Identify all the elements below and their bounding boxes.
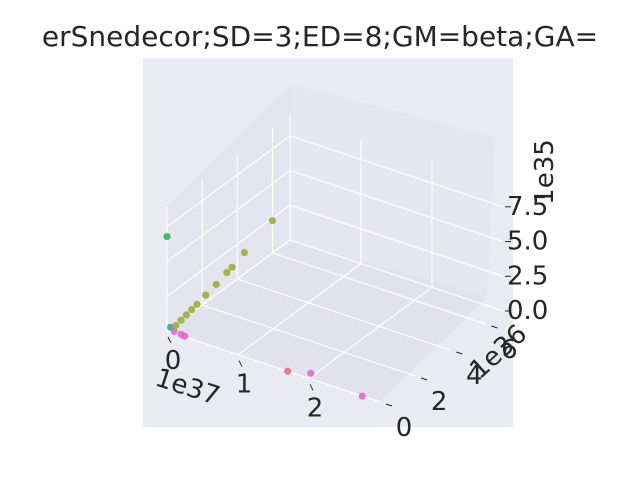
grid-line-z-left-wall [166,170,291,263]
scatter-point [202,291,210,299]
z-tick-label: 2.5 [507,261,548,291]
grid-lines [166,115,504,403]
grid-line-y-floor [272,252,486,325]
scatter-point [223,268,231,277]
grid-line-x-floor [237,263,362,356]
grid-line-y-floor [237,278,451,351]
grid-line-z-right-wall [289,204,504,277]
data-points [163,217,366,400]
z-axis-offset-label: 1e35 [530,139,560,205]
scatter-point [358,392,366,400]
grid-line-z-right-wall [289,239,504,312]
grid-line-x-floor [308,286,433,379]
x-tick-mark [167,336,172,344]
y-tick-label: 6 [501,335,518,365]
scatter-point [284,367,292,375]
z-tick-label: 5.0 [507,227,548,257]
scatter-point [172,321,180,330]
x-tick-label: 0 [165,346,182,376]
scatter-point [177,316,185,324]
grid-line-z-right-wall [289,135,504,208]
x-axis-ticks: 0 1 2 [165,336,324,423]
y-tick-label: 0 [396,413,413,443]
scatter-point [240,248,248,257]
z-tick-label: 7.5 [507,192,548,222]
pane-bottom [167,240,487,402]
scatter-point [170,327,178,335]
scatter-point [193,300,201,308]
y-tick-mark [420,377,428,381]
scatter-point [268,217,277,225]
y-tick-label: 2 [431,387,448,417]
grid-line-z-left-wall [166,135,291,228]
grid-line-y-floor [166,330,381,403]
y-tick-mark [385,403,393,407]
scatter-point [212,280,220,289]
pane-back-right [290,84,495,297]
scatter-point [307,369,315,377]
scatter-point [182,311,190,319]
scatter-point [163,232,171,241]
y-tick-mark [456,351,463,355]
y-tick-mark [491,325,498,329]
scatter-point [188,306,196,314]
x-tick-mark [309,384,314,391]
grid-line-z-right-wall [289,169,504,243]
grid-line-y-floor [201,304,416,377]
z-axis-ticks: 0.0 2.5 5.0 7.5 [505,192,548,326]
chart-title: erSnedecor;SD=3;ED=8;GM=beta;GA= [42,20,598,53]
x-tick-label: 2 [307,393,324,423]
z-tick-label: 0.0 [507,296,548,326]
x-tick-label: 1 [236,370,253,400]
scatter-point [228,263,236,271]
pane-back-left [167,84,292,331]
x-tick-mark [238,360,243,367]
scatter-point [181,332,189,340]
y-tick-label: 4 [466,361,483,391]
